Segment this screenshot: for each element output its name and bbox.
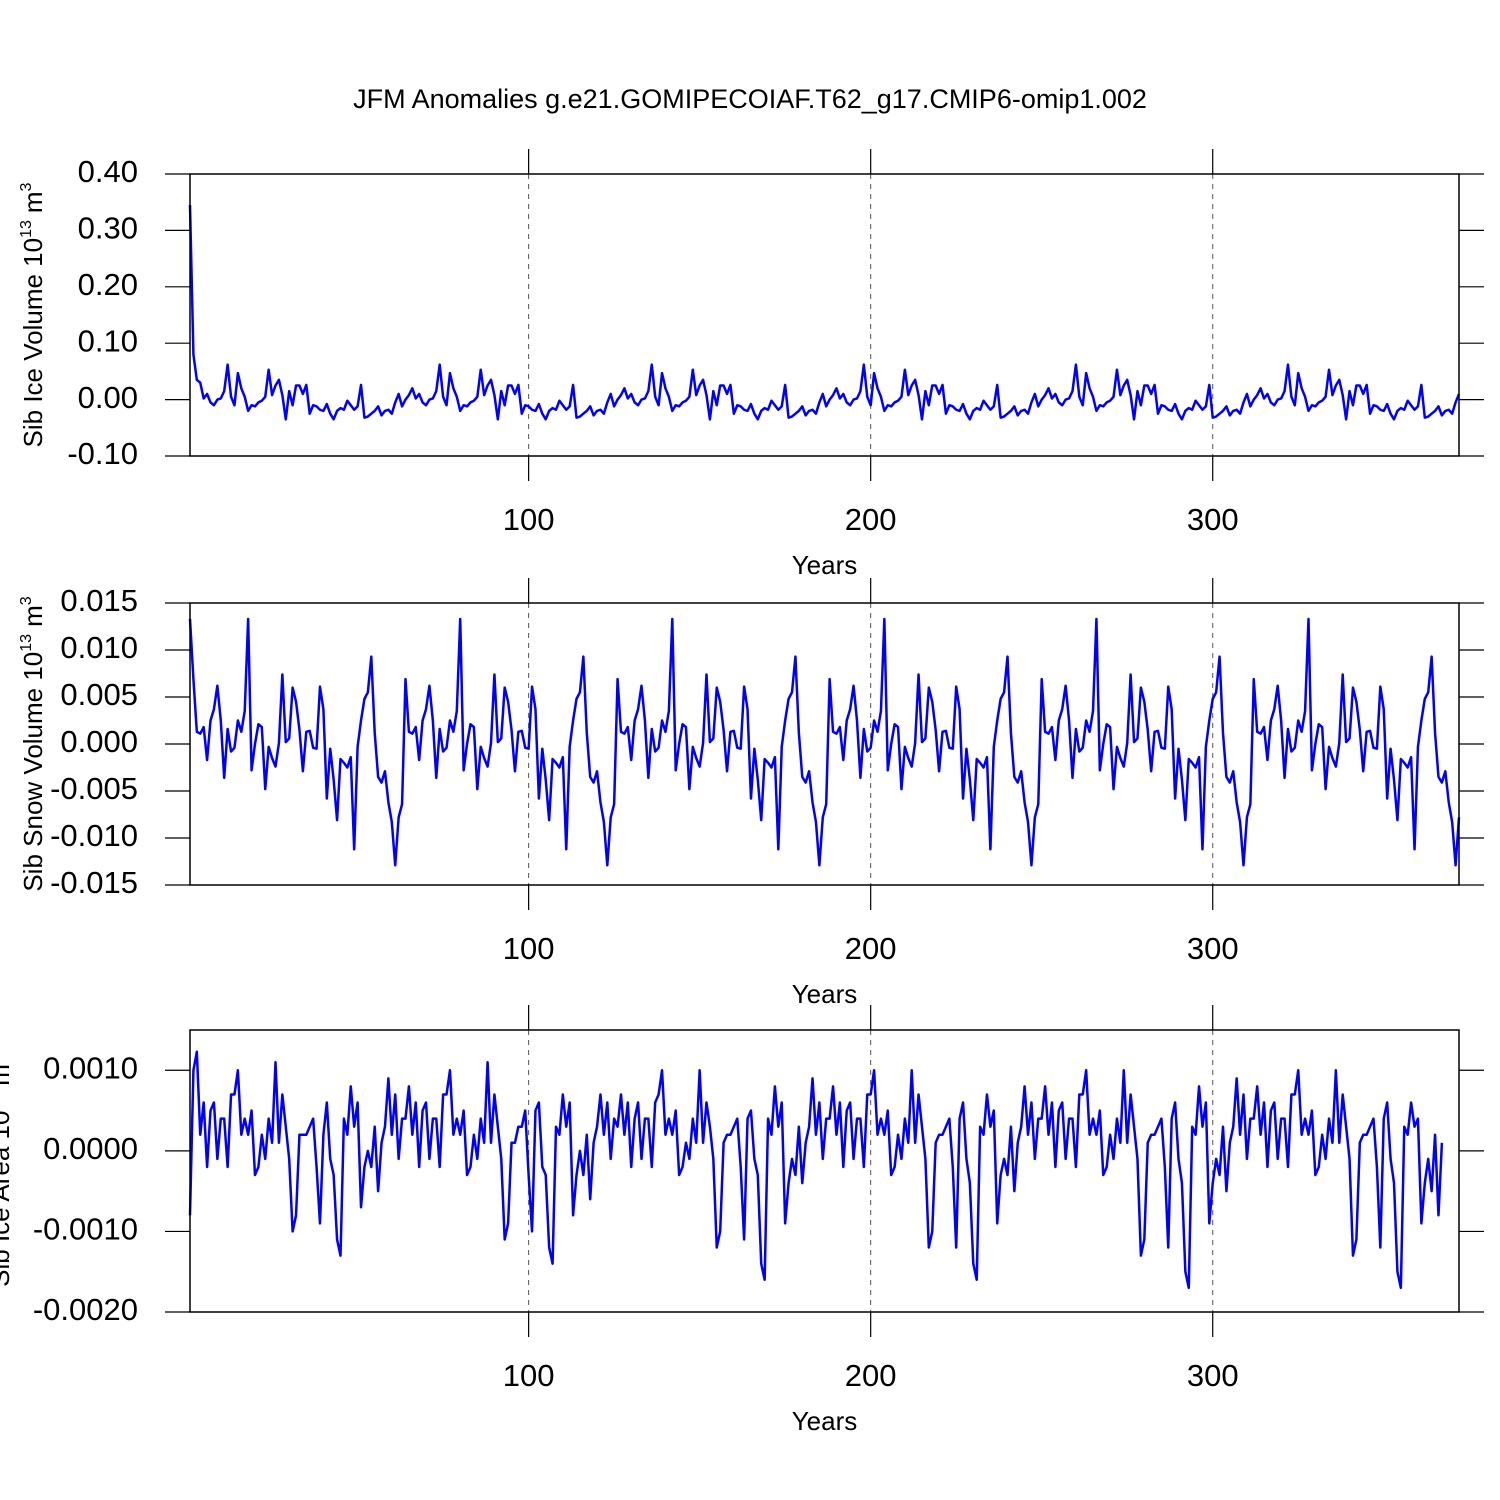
plot-frame bbox=[189, 1029, 1460, 1313]
plot-frame bbox=[189, 173, 1460, 457]
plot-frame bbox=[189, 602, 1460, 886]
y-tick-label: 0.0000 bbox=[43, 1131, 138, 1166]
y-tick-label: -0.0010 bbox=[33, 1212, 138, 1247]
y-axis-title-text: Sib Snow Volume 10 bbox=[18, 652, 48, 892]
y-axis-title-text: Sib Ice Area 10 bbox=[0, 1111, 15, 1287]
x-tick-label: 300 bbox=[1187, 931, 1239, 966]
y-axis-title-exponent: 13 bbox=[18, 220, 35, 238]
y-tick-label: 0.30 bbox=[78, 211, 138, 246]
x-tick-label: 200 bbox=[845, 502, 897, 537]
y-axis-title-exponent: 13 bbox=[18, 634, 35, 652]
y-axis-title-unit: m bbox=[18, 191, 48, 213]
y-tick-label: -0.005 bbox=[50, 771, 138, 806]
y-tick-label: 0.10 bbox=[78, 323, 138, 358]
y-tick-label: 0.015 bbox=[60, 583, 138, 618]
y-axis-title-exponent: 13 bbox=[0, 1093, 2, 1111]
y-tick-label: 0.005 bbox=[60, 677, 138, 712]
y-axis-title-unit: m bbox=[0, 1064, 15, 1086]
y-axis-title: Sib Ice Area 1013 m2 bbox=[0, 1055, 15, 1287]
data-line bbox=[188, 1050, 1444, 1290]
data-line bbox=[188, 204, 1461, 421]
y-axis-title-unit-exponent: 3 bbox=[18, 182, 35, 191]
y-tick-label: -0.015 bbox=[50, 865, 138, 900]
y-axis-title: Sib Ice Volume 1013 m3 bbox=[18, 182, 48, 447]
y-tick-label: 0.000 bbox=[60, 724, 138, 759]
y-tick-label: -0.010 bbox=[50, 818, 138, 853]
x-tick-label: 200 bbox=[845, 1358, 897, 1393]
x-tick-label: 100 bbox=[503, 1358, 555, 1393]
y-axis-title-unit: m bbox=[18, 605, 48, 627]
y-tick-label: 0.20 bbox=[78, 267, 138, 302]
x-axis-title: Years bbox=[792, 550, 858, 580]
figure-title: JFM Anomalies g.e21.GOMIPECOIAF.T62_g17.… bbox=[353, 84, 1147, 114]
data-line bbox=[188, 617, 1461, 867]
y-tick-label: -0.10 bbox=[67, 436, 138, 471]
y-tick-label: -0.0020 bbox=[33, 1292, 138, 1327]
y-axis-title: Sib Snow Volume 1013 m3 bbox=[18, 596, 48, 891]
x-tick-label: 100 bbox=[503, 502, 555, 537]
x-tick-label: 300 bbox=[1187, 502, 1239, 537]
x-tick-label: 300 bbox=[1187, 1358, 1239, 1393]
x-tick-label: 200 bbox=[845, 931, 897, 966]
y-axis-title-unit-exponent: 3 bbox=[18, 596, 35, 605]
y-tick-label: 0.010 bbox=[60, 630, 138, 665]
x-tick-label: 100 bbox=[503, 931, 555, 966]
y-tick-label: 0.00 bbox=[78, 380, 138, 415]
x-axis-title: Years bbox=[792, 979, 858, 1009]
y-axis-title-text: Sib Ice Volume 10 bbox=[18, 238, 48, 448]
x-axis-title: Years bbox=[792, 1406, 858, 1436]
y-axis-title-unit-exponent: 2 bbox=[0, 1055, 2, 1064]
y-tick-label: 0.40 bbox=[78, 154, 138, 189]
y-tick-label: 0.0010 bbox=[43, 1050, 138, 1085]
